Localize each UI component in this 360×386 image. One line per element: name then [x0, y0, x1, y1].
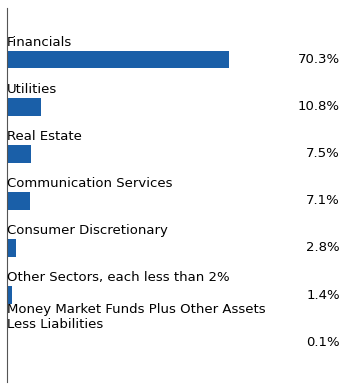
- Text: Money Market Funds Plus Other Assets
Less Liabilities: Money Market Funds Plus Other Assets Les…: [7, 303, 266, 331]
- Bar: [7, 192, 30, 210]
- Text: Other Sectors, each less than 2%: Other Sectors, each less than 2%: [7, 271, 230, 284]
- Text: 2.8%: 2.8%: [306, 241, 340, 254]
- Text: 7.5%: 7.5%: [306, 147, 340, 160]
- Text: 0.1%: 0.1%: [306, 335, 340, 349]
- Text: Financials: Financials: [7, 36, 72, 49]
- Text: Utilities: Utilities: [7, 83, 58, 96]
- Text: 1.4%: 1.4%: [306, 288, 340, 301]
- Bar: [7, 98, 41, 115]
- Bar: [7, 239, 16, 257]
- Bar: [7, 51, 229, 68]
- Bar: [7, 286, 12, 304]
- Text: 10.8%: 10.8%: [298, 100, 340, 113]
- Text: Consumer Discretionary: Consumer Discretionary: [7, 224, 168, 237]
- Text: 70.3%: 70.3%: [298, 53, 340, 66]
- Text: Real Estate: Real Estate: [7, 130, 82, 143]
- Text: Communication Services: Communication Services: [7, 177, 173, 190]
- Bar: [7, 145, 31, 163]
- Text: 7.1%: 7.1%: [306, 194, 340, 207]
